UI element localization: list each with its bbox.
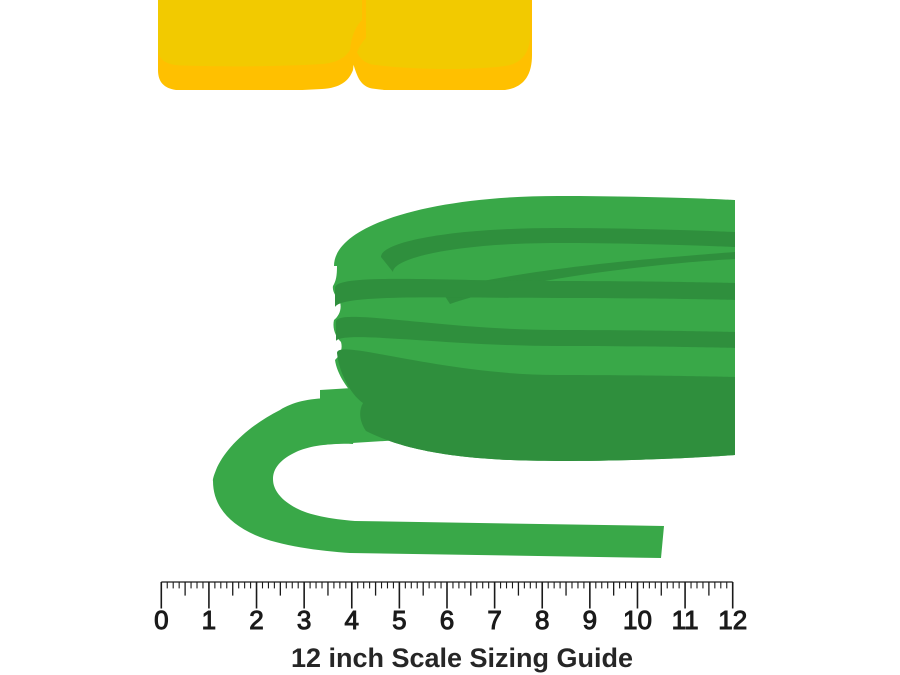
svg-text:1: 1: [202, 605, 216, 635]
svg-text:4: 4: [345, 605, 359, 635]
svg-text:3: 3: [297, 605, 311, 635]
svg-text:7: 7: [487, 605, 501, 635]
svg-text:2: 2: [249, 605, 263, 635]
svg-text:5: 5: [392, 605, 406, 635]
svg-text:0: 0: [154, 605, 168, 635]
svg-text:11: 11: [672, 605, 699, 635]
svg-text:12 inch Scale Sizing Guide: 12 inch Scale Sizing Guide: [291, 643, 633, 673]
svg-text:8: 8: [535, 605, 549, 635]
svg-text:6: 6: [440, 605, 454, 635]
svg-text:12: 12: [718, 605, 747, 635]
svg-text:10: 10: [623, 605, 652, 635]
svg-text:9: 9: [583, 605, 597, 635]
